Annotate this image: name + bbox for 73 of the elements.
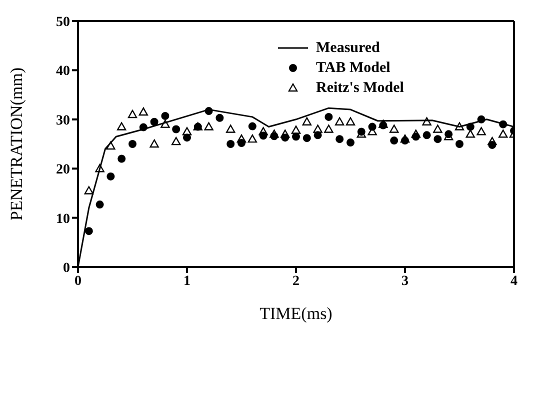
point bbox=[270, 130, 279, 138]
point bbox=[95, 164, 104, 172]
point bbox=[182, 127, 192, 136]
point bbox=[400, 134, 410, 143]
point bbox=[280, 130, 290, 138]
point bbox=[433, 124, 442, 133]
y-tick-label: 10 bbox=[56, 212, 70, 227]
y-tick-label: 30 bbox=[56, 113, 70, 128]
legend-label: Reitz's Model bbox=[316, 80, 404, 96]
point bbox=[128, 110, 138, 118]
point bbox=[216, 114, 224, 122]
point bbox=[488, 136, 497, 146]
point bbox=[454, 122, 464, 130]
point bbox=[313, 124, 322, 133]
x-tick-label: 2 bbox=[292, 274, 300, 289]
point bbox=[411, 130, 420, 138]
point bbox=[160, 120, 170, 128]
legend-label: Measured bbox=[316, 40, 380, 56]
point bbox=[150, 118, 158, 126]
point bbox=[248, 122, 256, 130]
point bbox=[84, 227, 93, 236]
y-tick-label: 20 bbox=[56, 162, 70, 178]
point bbox=[324, 124, 334, 133]
point bbox=[226, 124, 236, 133]
point bbox=[390, 124, 399, 133]
point bbox=[422, 117, 432, 126]
point bbox=[336, 135, 344, 144]
point bbox=[118, 154, 126, 163]
point bbox=[96, 200, 104, 209]
point bbox=[226, 140, 235, 148]
point bbox=[477, 115, 486, 124]
point bbox=[346, 117, 356, 126]
point bbox=[139, 123, 148, 132]
point bbox=[117, 122, 126, 130]
point bbox=[106, 172, 115, 180]
point bbox=[161, 112, 170, 120]
point bbox=[236, 134, 246, 143]
point bbox=[138, 107, 148, 116]
point bbox=[302, 134, 311, 142]
point bbox=[248, 134, 257, 143]
point bbox=[204, 122, 214, 130]
point bbox=[466, 130, 475, 138]
legend-label: TAB Model bbox=[316, 60, 390, 76]
point bbox=[422, 131, 431, 140]
point bbox=[204, 107, 213, 116]
x-axis-title: TIME(ms) bbox=[260, 304, 332, 323]
point bbox=[346, 138, 354, 147]
point bbox=[390, 136, 398, 145]
y-tick-label: 0 bbox=[63, 260, 70, 276]
point bbox=[335, 117, 344, 126]
point bbox=[84, 186, 94, 194]
point bbox=[150, 139, 159, 148]
y-tick-label: 40 bbox=[56, 64, 70, 80]
y-tick-label: 50 bbox=[56, 14, 70, 30]
point bbox=[172, 136, 181, 146]
point bbox=[498, 130, 508, 138]
point bbox=[456, 140, 464, 148]
point bbox=[466, 122, 474, 131]
x-tick-label: 0 bbox=[74, 274, 82, 289]
point bbox=[302, 117, 312, 126]
x-tick-label: 3 bbox=[402, 274, 408, 289]
point bbox=[324, 112, 333, 121]
point bbox=[291, 126, 301, 134]
point bbox=[476, 127, 486, 136]
y-axis-title: PENETRATION(mm) bbox=[7, 68, 26, 220]
point bbox=[258, 127, 268, 136]
point bbox=[128, 140, 136, 148]
point bbox=[499, 120, 508, 128]
point bbox=[434, 135, 442, 144]
x-tick-label: 4 bbox=[510, 274, 518, 289]
point bbox=[106, 141, 116, 150]
x-tick-label: 1 bbox=[184, 274, 190, 289]
point bbox=[172, 125, 180, 134]
